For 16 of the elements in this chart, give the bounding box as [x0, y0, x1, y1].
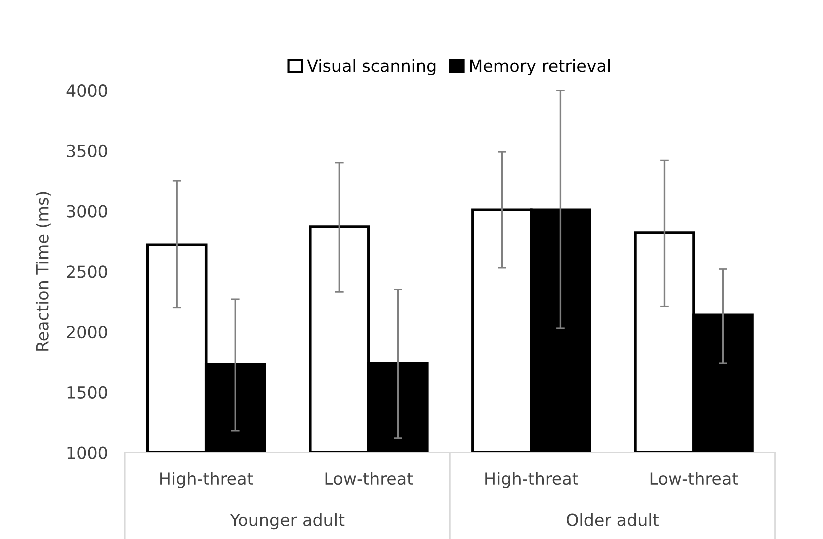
x-tick-label: High-threat: [486, 472, 578, 488]
y-tick-label: 2500: [67, 266, 108, 278]
y-tick-label: 1000: [68, 446, 108, 460]
y-tick-label: 2000: [67, 326, 108, 339]
legend-label: Memory retrieval: [470, 59, 610, 76]
y-tick-label: 4000: [66, 84, 108, 98]
text: Younger adult: [230, 514, 345, 530]
y-tick-label: 1500: [68, 386, 108, 399]
legend-label: Visual scanning: [307, 59, 436, 76]
y-tick-label: 3000: [67, 205, 108, 218]
x-tick-label: Low-threat: [326, 472, 414, 486]
x-tick-label: Low-threat: [650, 472, 738, 486]
y-tick-label: 3500: [67, 144, 108, 158]
y-axis-title: Reaction Time (ms): [36, 192, 51, 351]
x-tick-label: High-threat: [160, 472, 254, 488]
text: Older adult: [567, 514, 659, 526]
